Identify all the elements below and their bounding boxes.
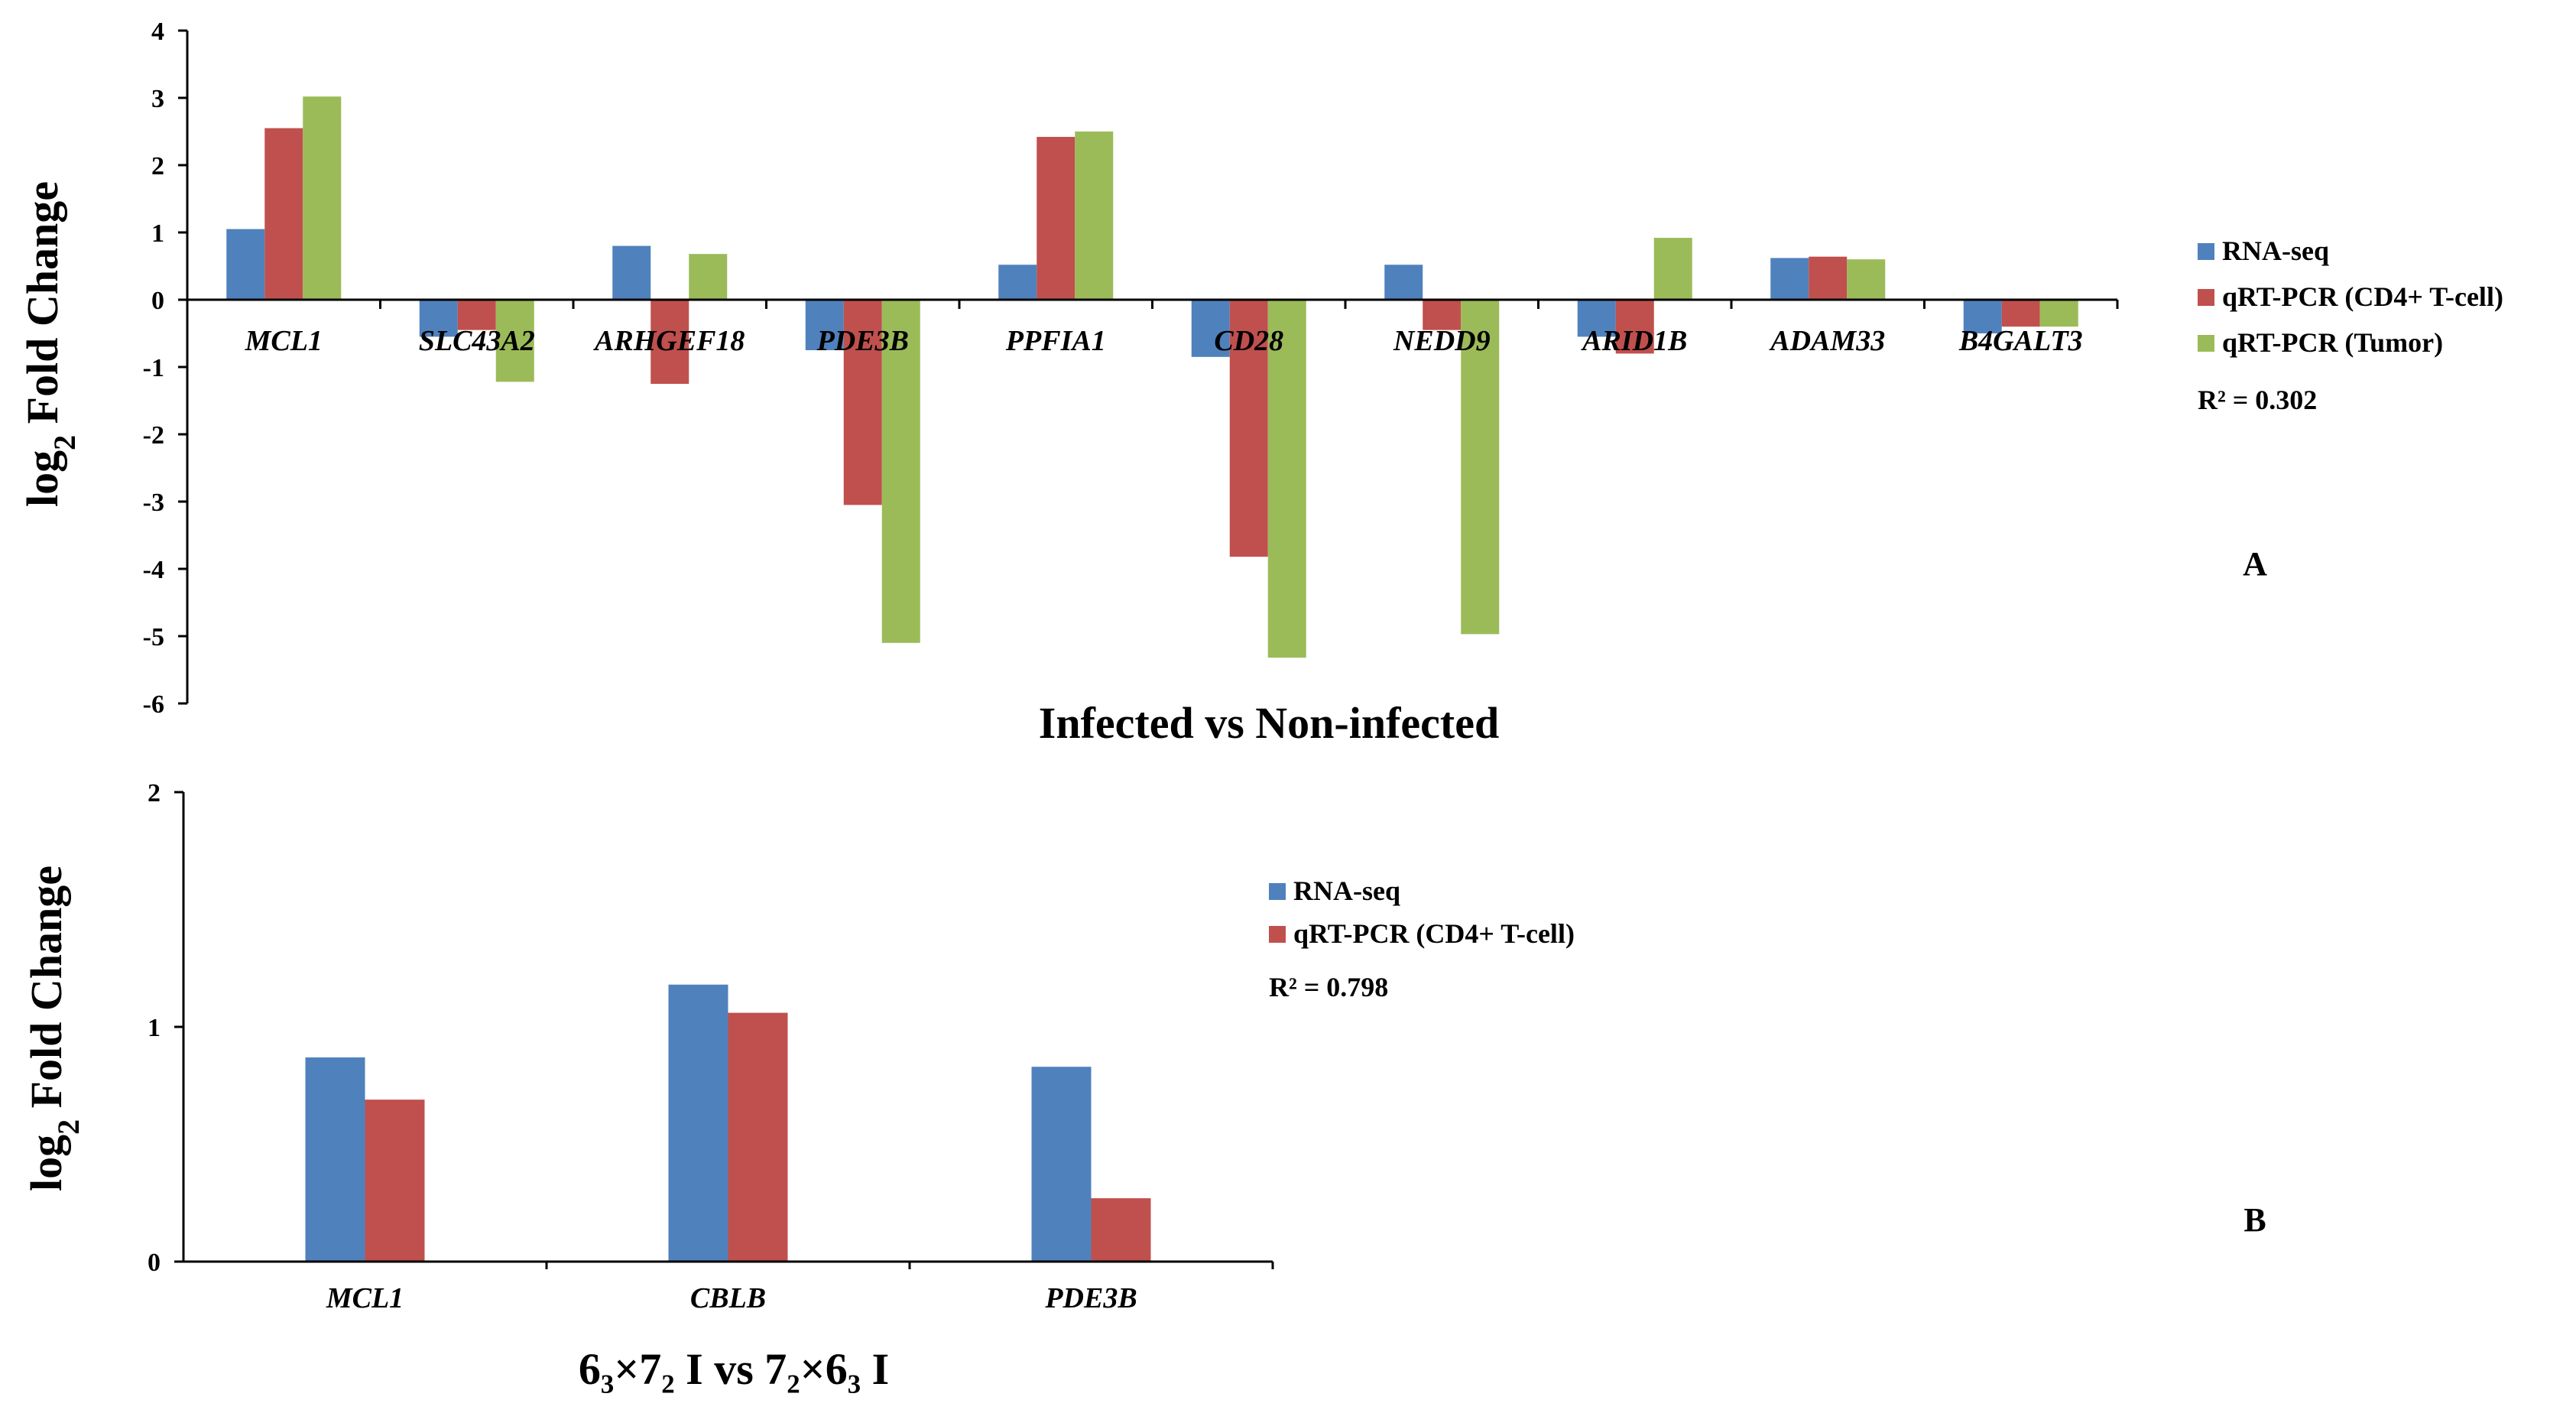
bar [1267, 300, 1306, 658]
bar [668, 984, 728, 1262]
y-tick-label: -2 [143, 421, 164, 450]
y-axis-title: log2 Fold Change [21, 866, 86, 1191]
panel-label: A [2243, 545, 2267, 583]
category-label: NEDD9 [1393, 325, 1491, 357]
y-tick-label: 2 [151, 152, 164, 180]
y-tick-label: 3 [151, 85, 164, 113]
legend-swatch [1269, 926, 1286, 943]
category-label: ADAM33 [1769, 325, 1885, 357]
legend-label: qRT-PCR (CD4+ T-cell) [2222, 281, 2503, 312]
y-axis-title-subscript: 2 [51, 1119, 86, 1135]
legend-label: qRT-PCR (Tumor) [2222, 327, 2443, 358]
bar [1809, 256, 1848, 300]
y-tick-label: 2 [148, 779, 161, 807]
bar [1653, 238, 1692, 300]
chart-title: Infected vs Non-infected [1039, 698, 1499, 748]
bar [805, 300, 844, 350]
bar [264, 128, 303, 300]
y-tick-label: -6 [143, 690, 164, 719]
y-tick-label: 1 [148, 1014, 161, 1042]
bar [2001, 300, 2040, 327]
legend-label: qRT-PCR (CD4+ T-cell) [1293, 918, 1575, 949]
bar [881, 300, 920, 643]
legend-swatch [2198, 335, 2214, 352]
chart-title: 6₃×7₂ I vs 7₂×6₃ I [579, 1344, 889, 1394]
category-label: ARID1B [1581, 325, 1687, 357]
y-tick-label: -3 [143, 489, 164, 517]
panel-label: B [2243, 1201, 2266, 1239]
y-axis-title-main: log [21, 1135, 71, 1191]
r-squared-label: R² = 0.798 [1269, 972, 1388, 1002]
bar [1091, 1198, 1151, 1262]
category-label: PDE3B [816, 325, 909, 357]
bar [495, 300, 534, 382]
bar [2039, 300, 2078, 327]
category-label: B4GALT3 [1958, 325, 2083, 357]
bar [1847, 259, 1886, 300]
bar [1075, 132, 1114, 300]
category-label: CD28 [1214, 325, 1283, 357]
y-axis-title-main: log [18, 450, 67, 507]
y-axis-title-rest: Fold Change [18, 181, 67, 435]
bar [1037, 137, 1075, 300]
bar [843, 300, 882, 505]
bar [689, 254, 728, 300]
bar [1577, 300, 1616, 337]
bar [1229, 300, 1268, 557]
bar [1423, 300, 1462, 330]
bar [305, 1057, 365, 1262]
category-label: ARHGEF18 [593, 325, 745, 357]
y-tick-label: 0 [151, 287, 164, 315]
category-label: SLC43A2 [419, 325, 535, 357]
bar [612, 245, 651, 300]
y-tick-label: 1 [151, 219, 164, 248]
y-tick-label: -4 [143, 556, 164, 584]
y-tick-label: -5 [143, 623, 164, 651]
bar [1963, 300, 2002, 333]
bar [1191, 300, 1230, 357]
category-label: MCL1 [245, 325, 323, 357]
legend-label: RNA-seq [1293, 875, 1400, 906]
bar [1031, 1067, 1092, 1262]
category-label: PDE3B [1044, 1282, 1137, 1314]
y-axis-title: log2 Fold Change [18, 181, 82, 507]
bar [728, 1012, 788, 1262]
y-tick-label: -1 [143, 354, 164, 382]
bar [998, 265, 1037, 300]
legend-swatch [2198, 289, 2214, 306]
bar [1770, 258, 1809, 300]
legend-swatch [1269, 883, 1286, 900]
bar [365, 1100, 425, 1262]
bar [1384, 265, 1423, 300]
bar [226, 229, 265, 300]
r-squared-label: R² = 0.302 [2198, 385, 2317, 415]
y-axis-title-rest: Fold Change [21, 866, 71, 1119]
bar [303, 96, 342, 300]
bar [1461, 300, 1500, 635]
bar [650, 300, 689, 384]
chart-a: 4 3 2 1 0 -1 -2 -3 -4 -5 -6 MCL1 SLC43A2 ARHGEF18 PDE3… [18, 18, 2503, 748]
bar [1615, 300, 1654, 354]
y-tick-label: 4 [151, 18, 164, 46]
category-label: MCL1 [326, 1282, 404, 1314]
category-label: PPFIA1 [1005, 325, 1106, 357]
legend-swatch [2198, 243, 2214, 260]
y-tick-label: 0 [148, 1249, 161, 1277]
bar [457, 300, 496, 330]
y-axis-title-subscript: 2 [47, 435, 82, 450]
legend-label: RNA-seq [2222, 236, 2329, 266]
bar [419, 300, 458, 337]
category-label: CBLB [690, 1282, 766, 1314]
